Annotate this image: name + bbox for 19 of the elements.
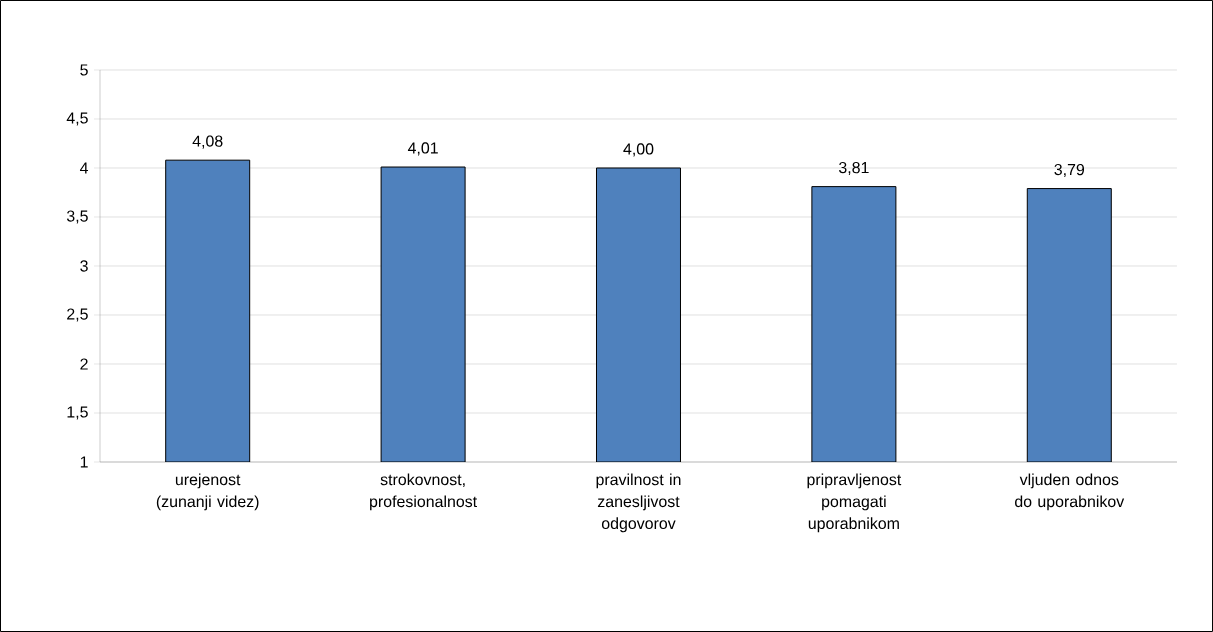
x-tick-label: strokovnost, profesionalnost — [370, 473, 478, 511]
x-tick-label: pripravljenost pomagati uporabnikom — [807, 473, 902, 533]
y-tick-label: 2,5 — [67, 308, 88, 322]
x-tick-label: urejenost (zunanji videz) — [156, 473, 259, 511]
data-label: 3,79 — [1054, 163, 1085, 178]
y-tick-label: 3,5 — [66, 210, 88, 224]
y-tick-label: 1,5 — [67, 406, 88, 420]
x-tick-label: pravilnost in zanesljivost odgovorov — [596, 473, 681, 533]
y-tick-label: 3 — [80, 260, 88, 272]
data-label: 4,00 — [623, 143, 654, 157]
y-tick-label: 4,5 — [66, 112, 88, 126]
y-tick-label: 2 — [80, 358, 88, 370]
y-tick-label: 5 — [80, 64, 88, 76]
y-tick-label: 4 — [79, 162, 89, 174]
data-label: 3,81 — [838, 161, 869, 176]
x-tick-label: vljuden odnos do uporabnikov — [1015, 473, 1125, 511]
data-label: 4,08 — [192, 135, 223, 149]
y-tick-label: 1 — [80, 456, 88, 468]
data-label: 4,01 — [407, 142, 438, 156]
